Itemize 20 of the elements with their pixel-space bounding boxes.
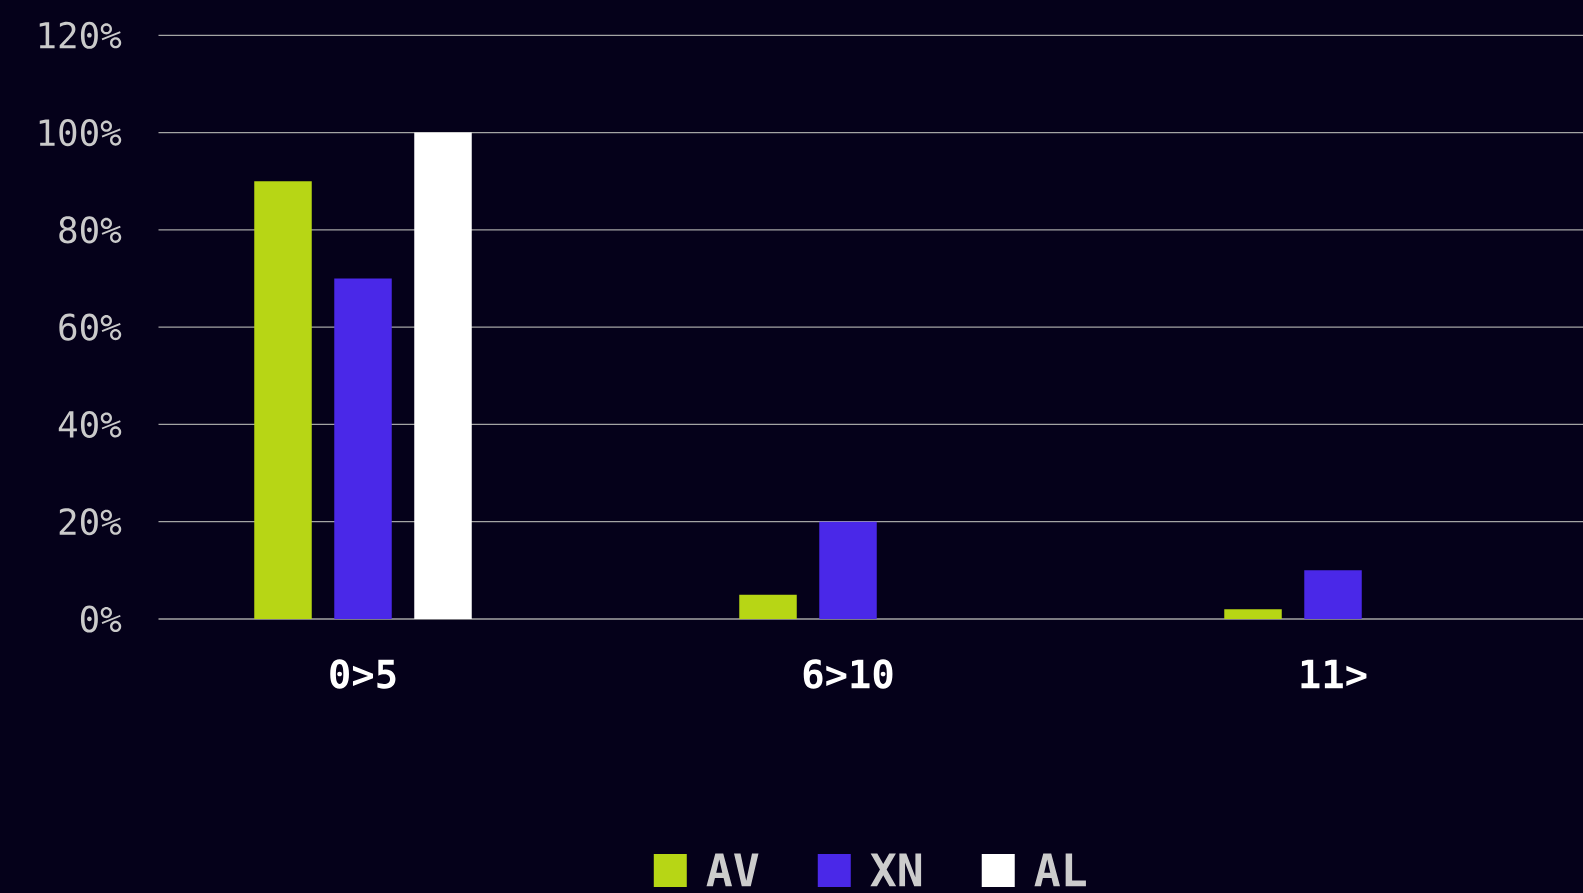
y-tick-label: 80% [59, 216, 122, 244]
legend-label: AL [1034, 853, 1086, 887]
x-tick-label: 0>5 [330, 659, 396, 689]
y-tick-label: 120% [39, 21, 122, 49]
legend-label: AV [706, 853, 759, 887]
bar [254, 181, 312, 619]
y-tick-label: 20% [59, 508, 122, 536]
bar [414, 132, 472, 619]
bar [1224, 609, 1282, 619]
y-tick-label: 60% [59, 313, 122, 341]
y-tick-label: 0% [80, 605, 122, 633]
bar [819, 521, 877, 619]
bar [334, 278, 392, 619]
x-tick-label: 11> [1301, 659, 1367, 689]
y-tick-label: 40% [58, 410, 122, 438]
bar [1304, 570, 1362, 619]
y-tick-label: 100% [39, 119, 122, 147]
bar [739, 594, 797, 619]
x-tick-label: 6>10 [803, 659, 893, 689]
legend-label: XN [870, 853, 922, 887]
